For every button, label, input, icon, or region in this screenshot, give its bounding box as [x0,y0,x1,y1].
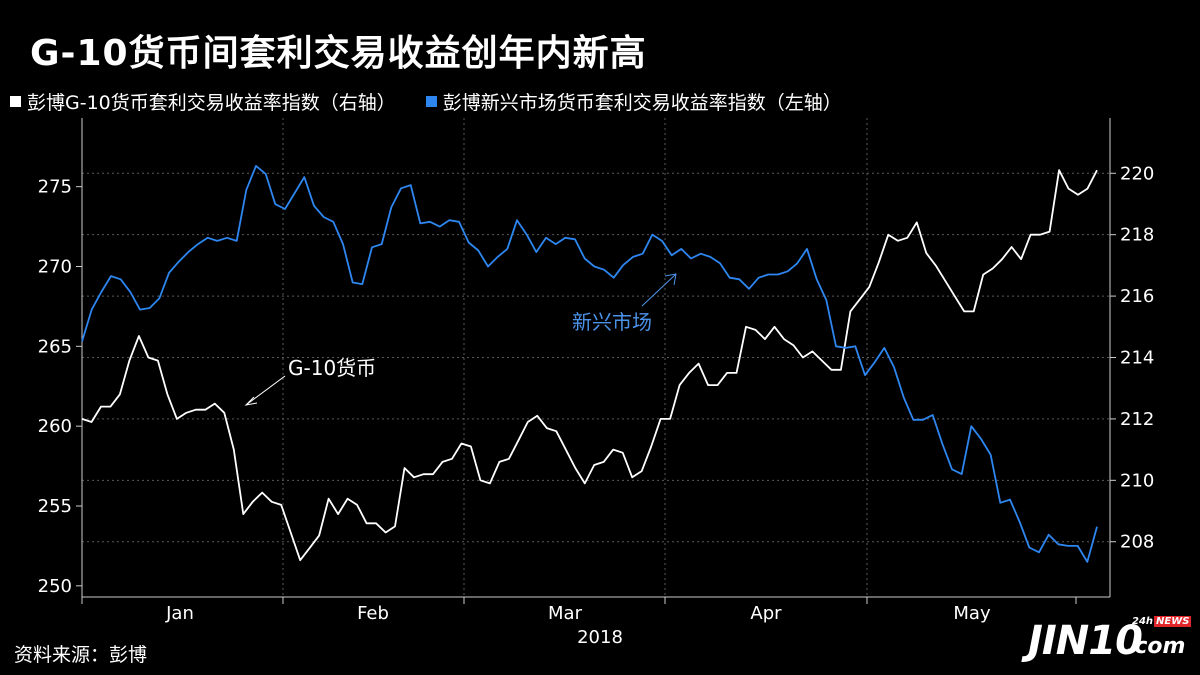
legend-item-g10: 彭博G-10货币套利交易收益率指数（右轴） [10,88,396,115]
logo-tag-24h: 24h [1132,616,1154,627]
left-tick-label-1: 255 [38,496,72,517]
left-tick-label-4: 270 [38,256,72,277]
right-tick-label-4: 216 [1120,286,1154,307]
legend: 彭博G-10货币套利交易收益率指数（右轴） 彭博新兴市场货币套利交易收益率指数（… [10,88,872,115]
annotation-g10-arrow [245,375,286,406]
right-tick-label-6: 220 [1120,163,1154,184]
annotation-em-label: 新兴市场 [572,310,652,334]
legend-swatch-em [425,96,437,107]
legend-item-em: 彭博新兴市场货币套利交易收益率指数（左轴） [425,88,842,115]
legend-label-em: 彭博新兴市场货币套利交易收益率指数（左轴） [442,92,842,114]
right-tick-label-3: 214 [1120,348,1154,369]
annotation-g10-label: G-10货币 [288,356,376,380]
legend-swatch-g10 [10,96,21,107]
legend-label-g10: 彭博G-10货币套利交易收益率指数（右轴） [27,92,396,114]
right-tick-label-2: 212 [1120,409,1154,430]
x-tick-label-apr: Apr [750,603,782,624]
annotation-em-arrow [641,273,677,307]
jin10-logo: JIN10 24h NEWS .com [1028,612,1192,668]
series-line-g10 [81,169,1098,562]
left-tick-label-0: 250 [38,576,72,597]
logo-tag-news: NEWS [1154,616,1192,627]
right-tick-label-5: 218 [1120,225,1154,246]
left-tick-label-5: 275 [38,177,72,198]
left-tick-label-3: 265 [38,336,72,357]
annotation-em-arrowhead [664,273,677,286]
right-tick-label-0: 208 [1120,532,1154,553]
annotation-g10-arrowhead [244,396,258,406]
source-note: 资料来源：彭博 [14,644,148,666]
left-tick-label-2: 260 [38,416,72,437]
x-tick-label-feb: Feb [357,603,389,624]
x-tick-label-may: May [953,603,991,624]
logo-domain: .com [1126,634,1186,659]
x-axis-year-label: 2018 [577,627,623,648]
x-tick-label-mar: Mar [548,603,583,624]
x-tick-label-jan: Jan [165,603,194,624]
chart-title: G-10货币间套利交易收益创年内新高 [30,33,647,74]
right-tick-label-1: 210 [1120,470,1154,491]
logo-tag: 24h NEWS [1132,616,1192,627]
series-line-em [81,164,1098,563]
logo-main: JIN10 [1028,618,1143,664]
